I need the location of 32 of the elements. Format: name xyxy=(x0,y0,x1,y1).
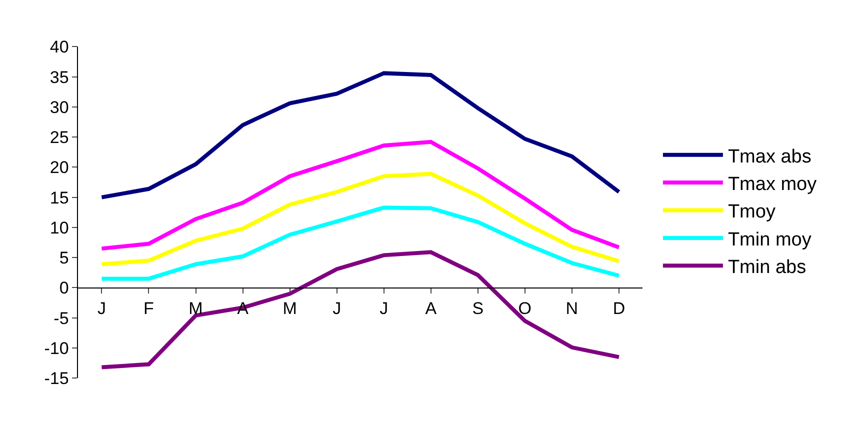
line-series xyxy=(100,71,621,200)
x-tick-label: M xyxy=(188,299,203,318)
legend-label: Tmin abs xyxy=(728,257,806,278)
x-tick-label: D xyxy=(612,299,626,318)
y-tick-label: -5 xyxy=(54,308,69,328)
y-tick-label: 30 xyxy=(50,98,69,117)
y-tick-label: 10 xyxy=(50,218,69,238)
x-tick-label: J xyxy=(97,299,106,318)
x-tick-label: M xyxy=(282,299,297,318)
legend-label: Tmax moy xyxy=(728,174,818,195)
y-tick-label: 20 xyxy=(50,158,69,178)
x-tick-label: O xyxy=(518,299,532,318)
legend-label: Tmax abs xyxy=(728,146,812,168)
y-tick-label: 35 xyxy=(50,68,69,87)
x-tick-label: J xyxy=(332,299,342,318)
y-tick-label: 5 xyxy=(59,248,69,268)
line-series xyxy=(100,172,621,266)
y-tick-label: 40 xyxy=(50,38,69,57)
y-tick-label: 15 xyxy=(50,188,69,208)
x-tick-label: J xyxy=(380,299,388,318)
y-tick-label: 0 xyxy=(59,278,69,298)
x-tick-label: S xyxy=(472,299,484,318)
y-tick-label: -15 xyxy=(44,369,69,388)
line-series xyxy=(100,206,621,281)
x-tick-label: A xyxy=(425,299,438,318)
legend-label: Tmoy xyxy=(728,202,776,223)
y-tick-label: 25 xyxy=(50,128,69,148)
legend-label: Tmin moy xyxy=(728,229,812,250)
x-tick-label: F xyxy=(144,299,154,318)
y-tick-label: -10 xyxy=(44,338,69,358)
x-tick-label: N xyxy=(566,299,578,318)
line-series xyxy=(100,140,621,251)
